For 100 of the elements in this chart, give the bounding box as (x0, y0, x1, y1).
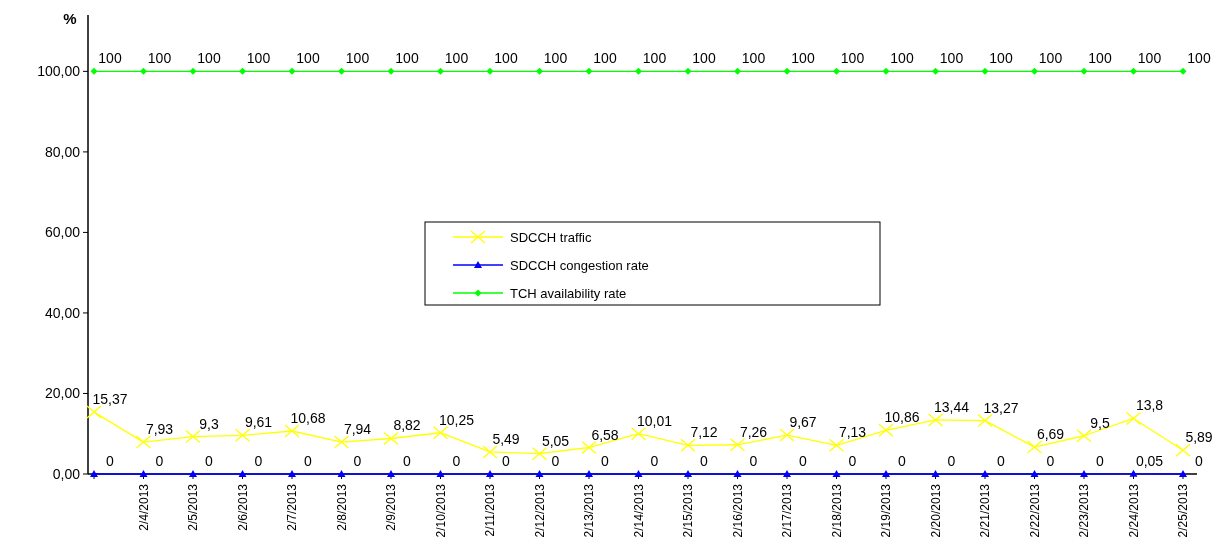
point (585, 67, 593, 75)
data-label: 100 (939, 50, 964, 67)
x-tick-label: 2/18/2013 (829, 483, 844, 538)
data-label: 9,61 (244, 414, 273, 431)
point (436, 470, 445, 477)
data-label: 9,3 (199, 415, 219, 432)
x-tick-label: 2/11/2013 (483, 483, 498, 537)
data-label: 0 (205, 453, 214, 469)
x-tick-label: 2/23/2013 (1077, 483, 1092, 538)
point (1080, 67, 1088, 75)
data-label: 0 (155, 453, 164, 469)
data-label: 100 (741, 50, 766, 67)
point (635, 67, 642, 75)
point (383, 431, 399, 446)
x-tick-label: 2/5/2013 (186, 483, 201, 531)
x-tick-label: 2/7/2013 (285, 483, 300, 531)
data-label: 0 (898, 453, 907, 469)
point (189, 67, 197, 75)
y-tick-label: 40,00 (44, 304, 81, 321)
data-label: 6,69 (1036, 426, 1065, 443)
data-label: 13,44 (933, 398, 970, 415)
data-label: 5,89 (1185, 429, 1213, 446)
data-label: 100 (840, 50, 865, 67)
data-label: 5,49 (492, 430, 520, 447)
data-label: 100 (246, 50, 271, 67)
data-label: 0 (1195, 453, 1204, 469)
point (734, 67, 741, 75)
point (828, 438, 845, 452)
point (135, 435, 152, 449)
point (634, 470, 643, 477)
data-label: 0 (997, 453, 1006, 469)
point (1030, 470, 1039, 477)
point (977, 413, 993, 428)
data-label: 0 (848, 453, 857, 469)
point (927, 413, 944, 427)
point (684, 67, 692, 75)
data-label: 8,82 (393, 417, 421, 434)
x-tick-label: 2/21/2013 (978, 483, 993, 538)
data-label: 15,37 (92, 391, 128, 408)
point (387, 67, 395, 75)
data-label: 0 (700, 453, 709, 469)
y-tick-label: 100,00 (37, 63, 81, 80)
legend-label: SDCCH congestion rate (510, 257, 649, 273)
data-label: 100 (197, 50, 221, 67)
data-label: 100 (1187, 50, 1211, 67)
data-label: 100 (98, 50, 122, 67)
point (1129, 469, 1138, 477)
data-label: 10,68 (290, 410, 326, 426)
data-label: 7,26 (739, 423, 768, 440)
data-label: 13,27 (983, 399, 1019, 416)
point (878, 423, 894, 437)
data-label: 0 (749, 453, 758, 469)
y-axis-title: % (63, 10, 77, 27)
point (932, 67, 939, 75)
point (338, 67, 345, 75)
point (234, 428, 251, 442)
x-tick-label: 2/19/2013 (879, 483, 894, 538)
point (1031, 67, 1038, 75)
data-label: 100 (147, 50, 172, 67)
x-tick-label: 2/9/2013 (384, 483, 399, 531)
point (238, 470, 247, 477)
point (931, 470, 940, 477)
data-label: 0 (799, 453, 808, 469)
x-tick-label: 2/17/2013 (780, 483, 795, 538)
data-label: 7,94 (343, 421, 372, 438)
point (337, 470, 346, 477)
point (630, 427, 647, 441)
data-label: 100 (890, 50, 914, 67)
point (482, 445, 498, 459)
x-tick-label: 2/8/2013 (334, 483, 349, 531)
point (284, 424, 300, 438)
point (1026, 440, 1043, 454)
data-label: 0,05 (1135, 452, 1164, 469)
point (239, 67, 246, 75)
y-tick-label: 80,00 (44, 143, 81, 160)
x-tick-label: 2/10/2013 (433, 483, 448, 538)
data-label: 100 (543, 50, 568, 67)
data-label: 0 (650, 453, 659, 469)
data-label: 100 (1137, 50, 1162, 67)
x-tick-label: 2/15/2013 (681, 483, 696, 538)
point (1179, 67, 1187, 75)
data-label: 100 (791, 50, 815, 67)
x-tick-label: 2/13/2013 (582, 483, 597, 538)
data-label: 0 (304, 453, 313, 469)
point (185, 429, 201, 444)
data-label: 7,12 (690, 424, 718, 441)
data-label: 100 (989, 50, 1013, 67)
legend-label: SDCCH traffic (510, 229, 592, 245)
point (981, 67, 989, 75)
data-label: 13,8 (1135, 397, 1164, 414)
x-tick-label: 2/12/2013 (532, 483, 547, 538)
point (733, 470, 742, 477)
data-label: 100 (395, 50, 419, 67)
point (432, 426, 449, 440)
data-label: 9,67 (789, 414, 817, 431)
x-tick-label: 2/22/2013 (1027, 483, 1042, 538)
point (536, 67, 543, 75)
data-label: 7,93 (145, 421, 174, 438)
data-label: 10,86 (884, 409, 920, 426)
point (531, 447, 548, 461)
